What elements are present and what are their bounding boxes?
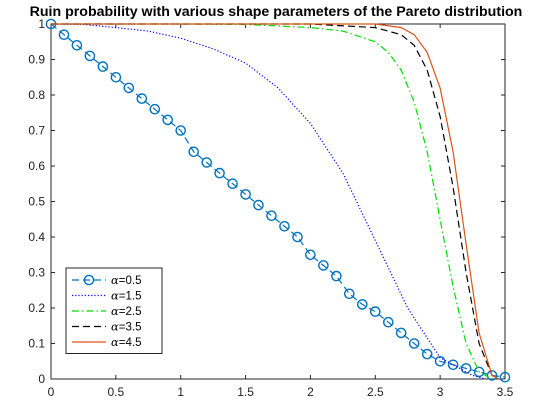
- legend-label-2: α=2.5: [111, 304, 141, 318]
- series-marker-0: [292, 231, 303, 243]
- series-marker-0: [356, 299, 368, 310]
- series-marker-0: [343, 288, 355, 300]
- series-layer: [45, 18, 511, 383]
- series-marker-0: [369, 306, 381, 317]
- x-tick-label: 3: [437, 385, 444, 399]
- y-tick-label: 0.2: [28, 301, 45, 315]
- series-marker-0: [162, 114, 173, 126]
- series-marker-0: [58, 29, 70, 41]
- y-tick-label: 0.8: [28, 88, 45, 102]
- series-marker-0: [149, 103, 161, 115]
- legend-label-4: α=4.5: [111, 335, 141, 349]
- series-marker-0: [382, 316, 394, 328]
- legend-alpha-symbol: α: [111, 320, 119, 334]
- series-line-1: [50, 23, 486, 380]
- series-marker-0: [110, 72, 122, 83]
- series-marker-0: [499, 371, 511, 383]
- y-tick-label: 0.1: [28, 337, 45, 351]
- series-marker-0: [214, 167, 225, 179]
- legend-value: =4.5: [119, 337, 142, 349]
- legend-alpha-symbol: α: [111, 335, 119, 349]
- legend-label-0: α=0.5: [111, 273, 141, 287]
- y-tick-label: 0.7: [28, 124, 45, 138]
- legend-alpha-symbol: α: [111, 289, 119, 303]
- series-marker-0: [305, 249, 316, 261]
- y-tick-label: 1: [38, 17, 45, 31]
- legend-value: =1.5: [119, 291, 142, 303]
- series-marker-0: [279, 220, 290, 232]
- series-marker-0: [188, 146, 199, 158]
- legend-value: =0.5: [119, 275, 142, 287]
- series-marker-0: [227, 178, 238, 189]
- series-marker-0: [253, 199, 264, 211]
- series-marker-0: [136, 93, 148, 104]
- legend-label-3: α=3.5: [111, 320, 141, 334]
- legend-marker-0: [83, 274, 95, 286]
- series-marker-0: [331, 270, 342, 282]
- series-marker-0: [123, 82, 135, 94]
- series-marker-0: [97, 61, 109, 72]
- legend-alpha-symbol: α: [111, 304, 119, 318]
- series-marker-0: [266, 210, 277, 221]
- series-marker-0: [71, 40, 83, 51]
- series-marker-0: [84, 50, 96, 62]
- series-marker-0: [395, 327, 407, 339]
- x-tick-label: 1.5: [237, 385, 254, 399]
- y-tick-label: 0.9: [28, 53, 45, 67]
- chart-title: Ruin probability with various shape para…: [30, 4, 523, 20]
- series-line-0: [50, 23, 506, 378]
- series-line-3: [51, 23, 499, 380]
- series-marker-0: [421, 348, 433, 360]
- y-tick-label: 0: [38, 372, 45, 386]
- y-tick-label: 0.6: [28, 159, 45, 173]
- legend: α=0.5α=1.5α=2.5α=3.5α=4.5: [65, 267, 163, 354]
- axis-ticks: 0 0.5 1 1.5 2 2.5 3 3.5 0 0.1 0.2 0.3 0.4 0.5 0.6 0.7 0.…: [28, 17, 513, 399]
- y-tick-label: 0.5: [28, 195, 45, 209]
- series-marker-0: [460, 363, 472, 374]
- legend-value: =2.5: [119, 306, 142, 318]
- series-marker-0: [318, 260, 329, 271]
- series-marker-0: [240, 189, 251, 200]
- x-tick-label: 2.5: [367, 385, 384, 399]
- x-tick-label: 3.5: [497, 385, 514, 399]
- series-marker-0: [447, 359, 459, 371]
- y-tick-label: 0.3: [28, 266, 45, 280]
- series-marker-0: [473, 366, 485, 378]
- y-tick-label: 0.4: [28, 230, 45, 244]
- series-marker-0: [175, 125, 186, 136]
- series-line-4: [51, 23, 499, 380]
- legend-alpha-symbol: α: [111, 273, 119, 287]
- x-tick-label: 1: [177, 385, 184, 399]
- x-tick-label: 2: [307, 385, 314, 399]
- legend-value: =3.5: [119, 322, 142, 334]
- x-tick-label: 0: [48, 385, 55, 399]
- series-marker-0: [486, 370, 498, 381]
- series-marker-0: [201, 157, 212, 168]
- series-marker-0: [408, 338, 420, 349]
- x-tick-label: 0.5: [108, 385, 125, 399]
- legend-label-1: α=1.5: [111, 289, 141, 303]
